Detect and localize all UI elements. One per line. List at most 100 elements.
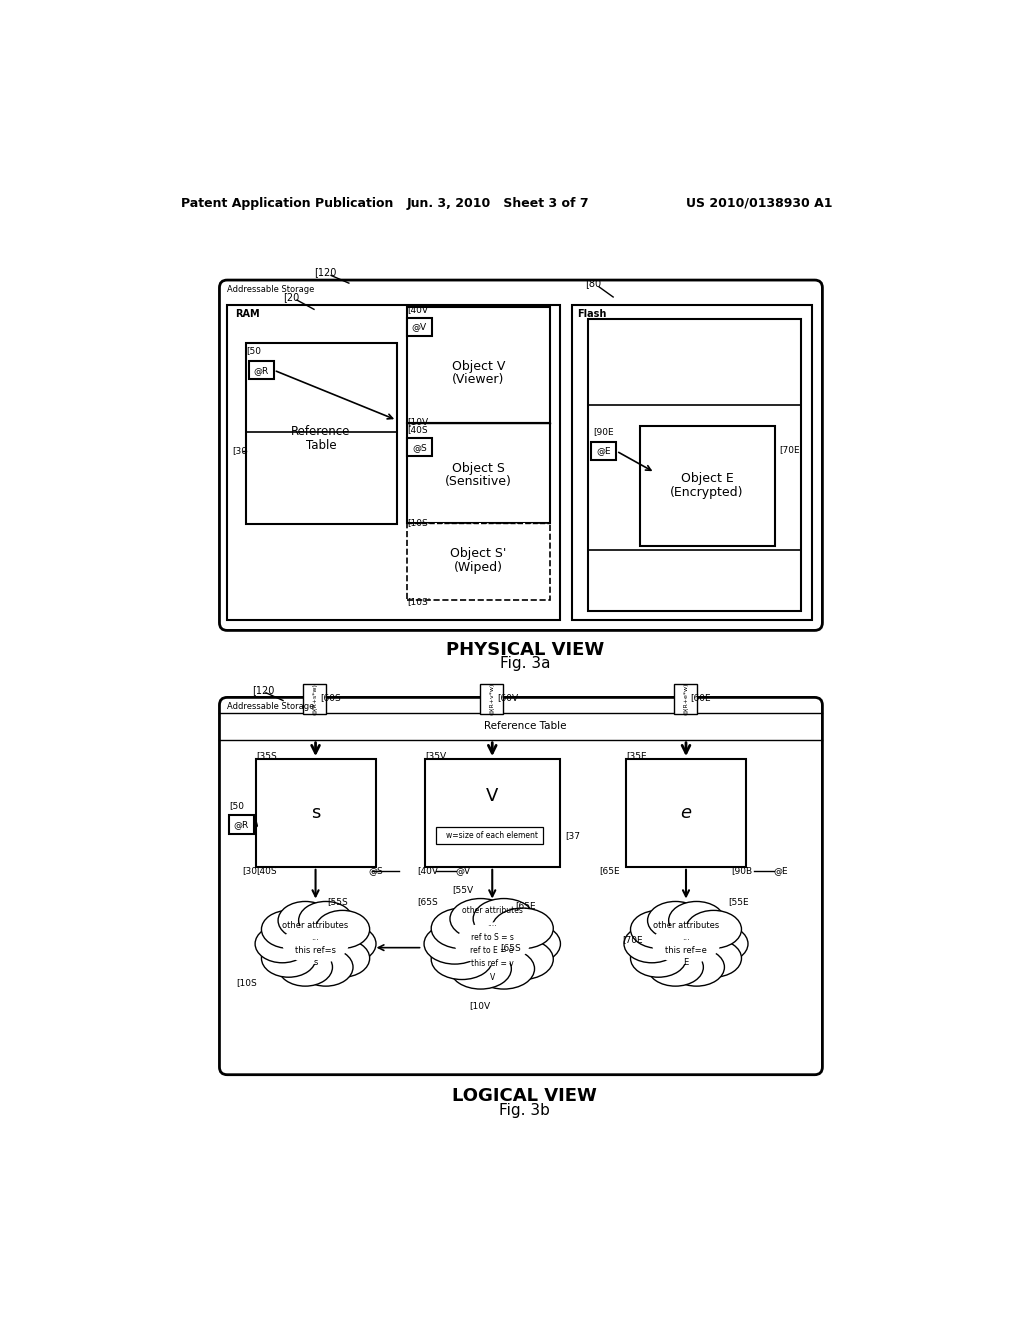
- Text: Reference Table: Reference Table: [483, 721, 566, 731]
- Bar: [407, 422, 550, 523]
- Ellipse shape: [424, 924, 485, 964]
- Text: @(R+s*w): @(R+s*w): [313, 682, 318, 715]
- Text: Object S: Object S: [452, 462, 505, 475]
- Text: this ref=s: this ref=s: [295, 945, 336, 954]
- Text: [65S: [65S: [417, 898, 438, 906]
- Bar: [407, 308, 550, 422]
- Text: [90B: [90B: [731, 866, 752, 875]
- Ellipse shape: [647, 948, 703, 986]
- Ellipse shape: [299, 948, 353, 986]
- Bar: [425, 759, 560, 867]
- Text: [60E: [60E: [690, 693, 712, 702]
- Ellipse shape: [279, 902, 333, 940]
- Text: @(R+v*w): @(R+v*w): [489, 682, 495, 715]
- Text: [35V: [35V: [425, 751, 445, 759]
- Text: [55E: [55E: [729, 898, 750, 906]
- Bar: [256, 759, 376, 867]
- Text: US 2010/0138930 A1: US 2010/0138930 A1: [686, 197, 833, 210]
- Text: Object E: Object E: [681, 473, 733, 486]
- Text: [50: [50: [246, 346, 261, 355]
- Ellipse shape: [692, 925, 748, 962]
- Bar: [249, 360, 273, 379]
- Text: (Wiped): (Wiped): [454, 561, 503, 574]
- Text: [10S: [10S: [237, 978, 257, 987]
- Text: @S: @S: [369, 866, 383, 875]
- Ellipse shape: [669, 948, 724, 986]
- Text: ref to S = s: ref to S = s: [471, 933, 514, 941]
- Text: [30: [30: [243, 866, 258, 875]
- Text: @V: @V: [412, 322, 427, 331]
- Text: V: V: [486, 787, 499, 805]
- Text: @V: @V: [456, 866, 471, 875]
- Text: [60V: [60V: [497, 693, 518, 702]
- Ellipse shape: [261, 940, 315, 977]
- Ellipse shape: [431, 908, 493, 949]
- Text: [60S: [60S: [321, 693, 341, 702]
- Bar: [303, 684, 327, 714]
- Text: @E: @E: [597, 446, 611, 455]
- Text: other attributes: other attributes: [283, 920, 349, 929]
- Ellipse shape: [647, 902, 703, 940]
- Text: @(R+e*w): @(R+e*w): [683, 682, 688, 715]
- Text: @S: @S: [412, 442, 427, 451]
- Text: [20: [20: [283, 292, 299, 302]
- Ellipse shape: [492, 908, 553, 949]
- Text: [30: [30: [232, 446, 248, 455]
- Ellipse shape: [631, 940, 686, 977]
- Text: [35E: [35E: [627, 751, 647, 759]
- Text: [120: [120: [314, 268, 336, 277]
- Text: [40S: [40S: [256, 866, 276, 875]
- Bar: [640, 426, 775, 545]
- Bar: [407, 438, 432, 457]
- Text: Jun. 3, 2010   Sheet 3 of 7: Jun. 3, 2010 Sheet 3 of 7: [407, 197, 590, 210]
- Text: Fig. 3b: Fig. 3b: [500, 1102, 550, 1118]
- Text: s: s: [313, 958, 317, 968]
- Ellipse shape: [499, 924, 560, 964]
- Ellipse shape: [652, 924, 720, 964]
- Text: [70E: [70E: [779, 445, 800, 454]
- Ellipse shape: [255, 925, 309, 962]
- Bar: [588, 318, 801, 611]
- Ellipse shape: [686, 911, 741, 948]
- Text: Table: Table: [305, 440, 336, 453]
- Text: e: e: [680, 804, 691, 822]
- Text: [40V: [40V: [417, 866, 438, 875]
- Bar: [407, 523, 550, 599]
- Text: [40V: [40V: [407, 305, 428, 314]
- Text: @R: @R: [254, 366, 269, 375]
- Text: Reference: Reference: [291, 425, 350, 438]
- Text: (Viewer): (Viewer): [453, 372, 505, 385]
- Text: Flash: Flash: [577, 309, 606, 319]
- Text: Object S': Object S': [451, 546, 507, 560]
- Ellipse shape: [450, 899, 511, 939]
- Bar: [246, 343, 397, 524]
- Text: V: V: [489, 973, 495, 982]
- Text: ...: ...: [311, 933, 319, 942]
- Text: RAM: RAM: [234, 309, 259, 319]
- Ellipse shape: [473, 949, 535, 989]
- Text: [10V: [10V: [469, 1001, 490, 1010]
- Ellipse shape: [473, 899, 535, 939]
- Text: [10S: [10S: [407, 519, 428, 527]
- Text: Addressable Storage: Addressable Storage: [227, 702, 314, 711]
- FancyBboxPatch shape: [219, 280, 822, 631]
- Bar: [407, 318, 432, 337]
- Ellipse shape: [431, 939, 493, 979]
- Text: [40S: [40S: [407, 425, 428, 434]
- Text: Patent Application Publication: Patent Application Publication: [180, 197, 393, 210]
- Text: s: s: [311, 804, 321, 822]
- Text: [70E: [70E: [623, 936, 643, 944]
- Text: Object V: Object V: [452, 360, 505, 372]
- Ellipse shape: [315, 911, 370, 948]
- Bar: [674, 684, 697, 714]
- Ellipse shape: [669, 902, 724, 940]
- Text: [10S': [10S': [407, 597, 430, 606]
- Text: other attributes: other attributes: [462, 906, 522, 915]
- Text: [37: [37: [565, 832, 581, 841]
- Bar: [627, 759, 746, 867]
- Text: E: E: [683, 958, 688, 968]
- Text: @R: @R: [233, 820, 249, 829]
- Text: this ref = v: this ref = v: [471, 960, 514, 969]
- Ellipse shape: [315, 940, 370, 977]
- Text: [65E: [65E: [515, 900, 537, 909]
